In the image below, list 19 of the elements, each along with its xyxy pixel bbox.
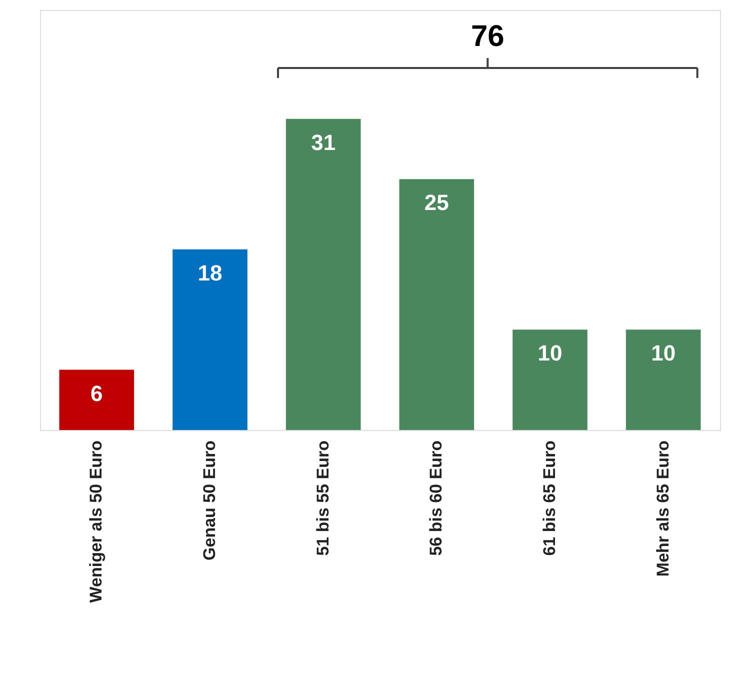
x-tick-label: 56 bis 60 Euro xyxy=(426,440,446,556)
data-label: 18 xyxy=(198,260,222,286)
data-label: 10 xyxy=(538,340,562,366)
bar xyxy=(626,330,701,430)
data-label: 10 xyxy=(651,340,676,366)
data-label: 25 xyxy=(424,190,449,216)
x-tick-label: Mehr als 65 Euro xyxy=(653,440,672,577)
data-label: 31 xyxy=(311,130,336,155)
x-tick-label: 51 bis 55 Euro xyxy=(313,440,332,556)
x-tick-label: Genau 50 Euro xyxy=(200,440,219,560)
x-tick-label: 61 bis 65 Euro xyxy=(540,440,559,556)
x-tick-label: Weniger als 50 Euro xyxy=(86,440,106,603)
text: 76 xyxy=(470,20,504,53)
bar xyxy=(172,249,248,430)
data-label: 6 xyxy=(90,380,103,406)
bar xyxy=(59,370,134,430)
bar xyxy=(399,179,474,430)
bar xyxy=(286,118,361,430)
bar xyxy=(512,330,588,430)
